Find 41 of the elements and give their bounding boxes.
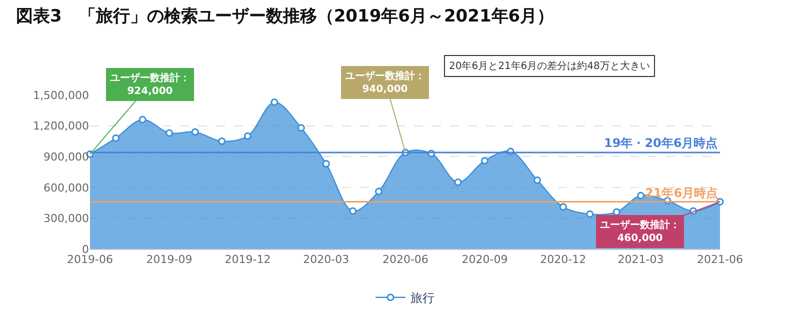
y-tick-label: 600,000 <box>44 181 89 194</box>
chart-title: 図表3 「旅行」の検索ユーザー数推移（2019年6月～2021年6月） <box>16 6 554 27</box>
point <box>244 132 252 140</box>
point <box>166 129 174 137</box>
point <box>534 176 542 184</box>
x-tick-label: 2020-12 <box>540 253 586 266</box>
point <box>297 124 305 132</box>
y-tick-label: 1,200,000 <box>33 120 89 133</box>
annotation: ユーザー数推計： 924,000 <box>110 72 190 97</box>
point <box>218 137 226 145</box>
point <box>191 128 199 136</box>
x-tick-label: 2019-09 <box>146 253 192 266</box>
point <box>454 178 462 186</box>
x-tick-label: 2020-03 <box>303 253 350 266</box>
y-tick-label: 900,000 <box>44 150 89 164</box>
x-tick-label: 2020-06 <box>382 253 428 266</box>
ref-line-label: 19年・20年6月時点 <box>604 136 718 150</box>
x-tick-label: 2019-06 <box>67 253 113 266</box>
annotation: ユーザー数推計： 940,000 <box>345 70 425 95</box>
point <box>349 207 357 215</box>
point <box>480 156 488 164</box>
point <box>636 192 644 200</box>
point <box>270 98 278 106</box>
y-tick-label: 0 <box>82 242 89 256</box>
point <box>374 188 382 196</box>
x-tick-label: 2021-03 <box>618 253 664 266</box>
legend-label: 旅行 <box>410 291 434 306</box>
point <box>559 203 567 211</box>
point <box>586 210 594 218</box>
point <box>112 134 120 142</box>
x-tick-label: 2021-06 <box>697 253 743 266</box>
x-tick-label: 2020-09 <box>462 253 508 266</box>
y-tick-label: 1,500,000 <box>33 88 89 102</box>
annotation: ユーザー数推計： 460,000 <box>600 219 680 244</box>
x-tick-label: 2019-12 <box>224 253 271 266</box>
ref-line-label: 21年6月時点 <box>645 186 718 200</box>
point <box>322 160 330 168</box>
y-tick-label: 300,000 <box>44 212 89 226</box>
text: 20年6月と21年6月の差分は約48万と大きい <box>449 60 650 72</box>
point <box>138 116 146 124</box>
point <box>612 208 620 216</box>
